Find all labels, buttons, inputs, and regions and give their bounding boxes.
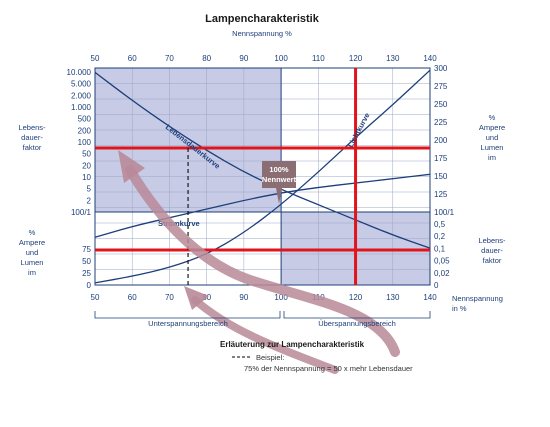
- x-tick-bottom: 70: [165, 293, 174, 302]
- y-tick-right-top: 300: [434, 64, 448, 73]
- badge-line-1: 100%: [269, 165, 289, 174]
- x-tick-top: 70: [165, 54, 174, 63]
- x-tick-top: 100: [274, 54, 288, 63]
- y-tick-left-top: 500: [78, 115, 92, 124]
- arrow-head-lower: [184, 286, 209, 310]
- left-top-axis-label: faktor: [23, 143, 42, 152]
- nominal-badge: 100% Nennwert: [262, 161, 297, 204]
- x-tick-bottom: 140: [423, 293, 437, 302]
- left-bottom-axis-label: %: [29, 228, 36, 237]
- region-under-label: Unterspannungsbereich: [148, 319, 228, 328]
- y-tick-right-bottom: 0,05: [434, 257, 450, 266]
- x-tick-top: 140: [423, 54, 437, 63]
- badge-line-2: Nennwert: [262, 175, 297, 184]
- shade-under-voltage: [95, 68, 282, 212]
- x-tick-bottom: 120: [349, 293, 363, 302]
- right-top-axis-label: im: [488, 153, 496, 162]
- right-bottom-axis-label: Lebens-: [478, 236, 506, 245]
- chart-title: Lampencharakteristik: [205, 13, 320, 25]
- legend-title: Erläuterung zur Lampencharakteristik: [220, 340, 365, 349]
- y-tick-left-top: 100: [78, 138, 92, 147]
- y-tick-right-top: 225: [434, 118, 448, 127]
- left-top-axis-label: dauer-: [21, 133, 43, 142]
- right-top-axis-label: Ampere: [479, 123, 505, 132]
- badge-shape: [262, 161, 296, 204]
- series-line-2: [94, 69, 431, 284]
- x-unit-label-line-2: in %: [452, 304, 467, 313]
- y-tick-right-bottom: 0,1: [434, 244, 446, 253]
- legend-line-2: 75% der Nennspannung = 50 x mehr Lebensd…: [244, 364, 413, 373]
- x-unit-label-line-1: Nennspannung: [452, 294, 503, 303]
- y-tick-right-top: 150: [434, 172, 448, 181]
- y-tick-right-bottom: 0: [434, 281, 439, 290]
- y-tick-right-top: 200: [434, 136, 448, 145]
- x-tick-bottom: 60: [128, 293, 137, 302]
- legend-line-1: Beispiel:: [256, 353, 284, 362]
- y-tick-left-bottom: 75: [82, 245, 91, 254]
- right-top-axis-label: Lumen: [481, 143, 504, 152]
- y-tick-left-bottom: 50: [82, 257, 91, 266]
- example-arrow: [118, 150, 400, 374]
- right-bottom-axis-label: dauer-: [481, 246, 503, 255]
- x-tick-top: 60: [128, 54, 137, 63]
- arrow-head-upper: [118, 150, 145, 183]
- y-tick-left-top: 2.000: [71, 91, 92, 100]
- curve-label-current: Stromkurve: [158, 219, 200, 228]
- x-tick-top: 110: [312, 54, 325, 63]
- y-tick-left-top: 100/1: [71, 208, 92, 217]
- y-tick-right-top: 100/1: [434, 208, 455, 217]
- y-tick-left-bottom: 0: [87, 281, 92, 290]
- series-line-0: [94, 71, 431, 249]
- left-top-axis-label: Lebens-: [18, 123, 46, 132]
- y-tick-left-bottom: 25: [82, 269, 91, 278]
- y-tick-left-top: 10: [82, 173, 91, 182]
- right-top-axis-label: %: [489, 113, 496, 122]
- y-tick-left-top: 5: [87, 185, 92, 194]
- left-bottom-axis-label: Ampere: [19, 238, 45, 247]
- curves: [94, 69, 431, 284]
- top-axis-label: Nennspannung %: [232, 29, 292, 38]
- y-tick-left-top: 20: [82, 161, 91, 170]
- y-tick-left-top: 1.000: [71, 103, 92, 112]
- y-tick-right-top: 125: [434, 190, 448, 199]
- left-bottom-axis-label: Lumen: [21, 258, 44, 267]
- y-tick-left-top: 200: [78, 126, 92, 135]
- y-tick-left-top: 50: [82, 150, 91, 159]
- y-tick-left-top: 2: [87, 196, 92, 205]
- x-tick-bottom: 90: [239, 293, 248, 302]
- x-tick-bottom: 50: [91, 293, 100, 302]
- x-unit-label: Nennspannung in %: [452, 294, 503, 313]
- y-tick-right-top: 275: [434, 82, 448, 91]
- y-tick-right-bottom: 0,2: [434, 232, 446, 241]
- y-tick-right-top: 250: [434, 100, 448, 109]
- y-tick-right-top: 175: [434, 154, 448, 163]
- y-tick-right-bottom: 0,02: [434, 269, 450, 278]
- right-bottom-axis-label: faktor: [483, 256, 502, 265]
- axis-side-labels: Lebens-dauer-faktor%AmpereundLumenim%Amp…: [18, 113, 506, 277]
- left-bottom-axis-label: und: [26, 248, 39, 257]
- legend: Erläuterung zur Lampencharakteristik Bei…: [220, 340, 413, 373]
- x-tick-top: 120: [349, 54, 363, 63]
- right-top-axis-label: und: [486, 133, 499, 142]
- series-line-1: [94, 173, 431, 238]
- bracket-regions: Unterspannungsbereich Überspannungsberei…: [94, 311, 431, 328]
- y-tick-left-top: 5.000: [71, 80, 92, 89]
- y-tick-left-top: 10.000: [67, 68, 92, 77]
- x-tick-bottom: 130: [386, 293, 400, 302]
- x-tick-bottom: 100: [274, 293, 288, 302]
- x-tick-top: 50: [91, 54, 100, 63]
- x-tick-top: 130: [386, 54, 400, 63]
- left-bottom-axis-label: im: [28, 268, 36, 277]
- x-tick-top: 80: [202, 54, 211, 63]
- region-over-label: Überspannungsbereich: [318, 319, 396, 328]
- highlight-lines: [95, 68, 430, 285]
- x-tick-top: 90: [239, 54, 248, 63]
- y-tick-right-bottom: 0,5: [434, 220, 446, 229]
